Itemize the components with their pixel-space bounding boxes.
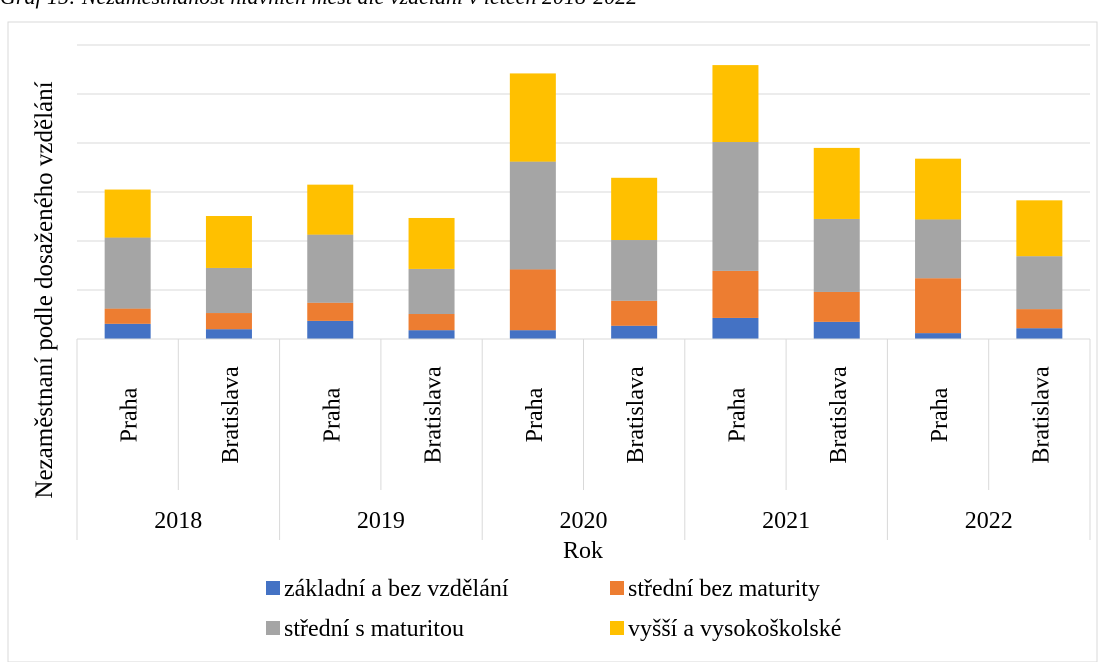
bar-segment [813,291,860,322]
x-tick-label: Bratislava [826,366,852,464]
bar-segment [509,269,556,331]
x-axis-label: Rok [563,538,603,564]
legend-label: vyšší a vysokoškolské [628,616,841,642]
group-label: 2019 [357,508,405,534]
bar-segment [408,217,455,269]
bar-segment [1016,328,1063,339]
x-tick-label: Praha [724,387,750,442]
group-label: 2018 [154,508,202,534]
legend-swatch [266,581,280,595]
bar-segment [712,270,759,318]
legend-label: základní a bez vzdělání [284,576,509,602]
bar-segment [307,302,354,321]
bar-segment [611,300,658,326]
bar-segment [408,268,455,315]
x-tick-label: Praha [522,387,548,442]
x-tick-label: Praha [319,387,345,442]
bar-segment [813,147,860,219]
bar-segment [813,321,860,339]
bar-segment [509,161,556,270]
bar-segment [1016,200,1063,257]
bar-segment [611,177,658,241]
chart-title: Graf 15: Nezaměstnanost hlavních měst dl… [0,0,637,9]
x-tick-label: Bratislava [218,366,244,464]
bar-segment [408,330,455,339]
bar-segment [307,184,354,235]
bar-segment [205,267,252,314]
bar-segment [104,237,151,309]
bar-segment [307,234,354,303]
legend-label: střední bez maturity [628,576,820,602]
chart-frame [7,21,1098,662]
bar-segment [205,216,252,268]
bar-segment [813,218,860,292]
bar-segment [205,313,252,330]
bar-segment [104,323,151,339]
x-tick-label: Bratislava [1028,366,1054,464]
legend-swatch [266,621,280,635]
group-label: 2021 [762,508,810,534]
bar-segment [915,278,962,334]
bar-segment [205,329,252,339]
bar-segment [712,317,759,339]
x-tick-label: Praha [117,387,143,442]
bar-segment [509,73,556,162]
bar-segment [915,219,962,279]
legend-swatch [610,621,624,635]
bar-segment [915,158,962,220]
y-axis-label: Nezaměstnaní podle dosaženého vzdělání [31,81,58,498]
bar-segment [104,189,151,238]
bar-segment [1016,309,1063,329]
legend-label: střední s maturitou [284,616,464,642]
bar-segment [611,240,658,301]
group-label: 2020 [560,508,608,534]
bar-segment [408,314,455,331]
bar-segment [611,325,658,339]
group-label: 2022 [965,508,1013,534]
legend-swatch [610,581,624,595]
x-tick-label: Praha [927,387,953,442]
bar-segment [307,320,354,339]
bar-segment [104,308,151,324]
x-tick-label: Bratislava [623,366,649,464]
bar-segment [712,65,759,143]
x-tick-label: Bratislava [421,366,447,464]
bar-segment [712,142,759,271]
bar-segment [509,330,556,339]
bar-segment [915,333,962,339]
bar-segment [1016,256,1063,310]
